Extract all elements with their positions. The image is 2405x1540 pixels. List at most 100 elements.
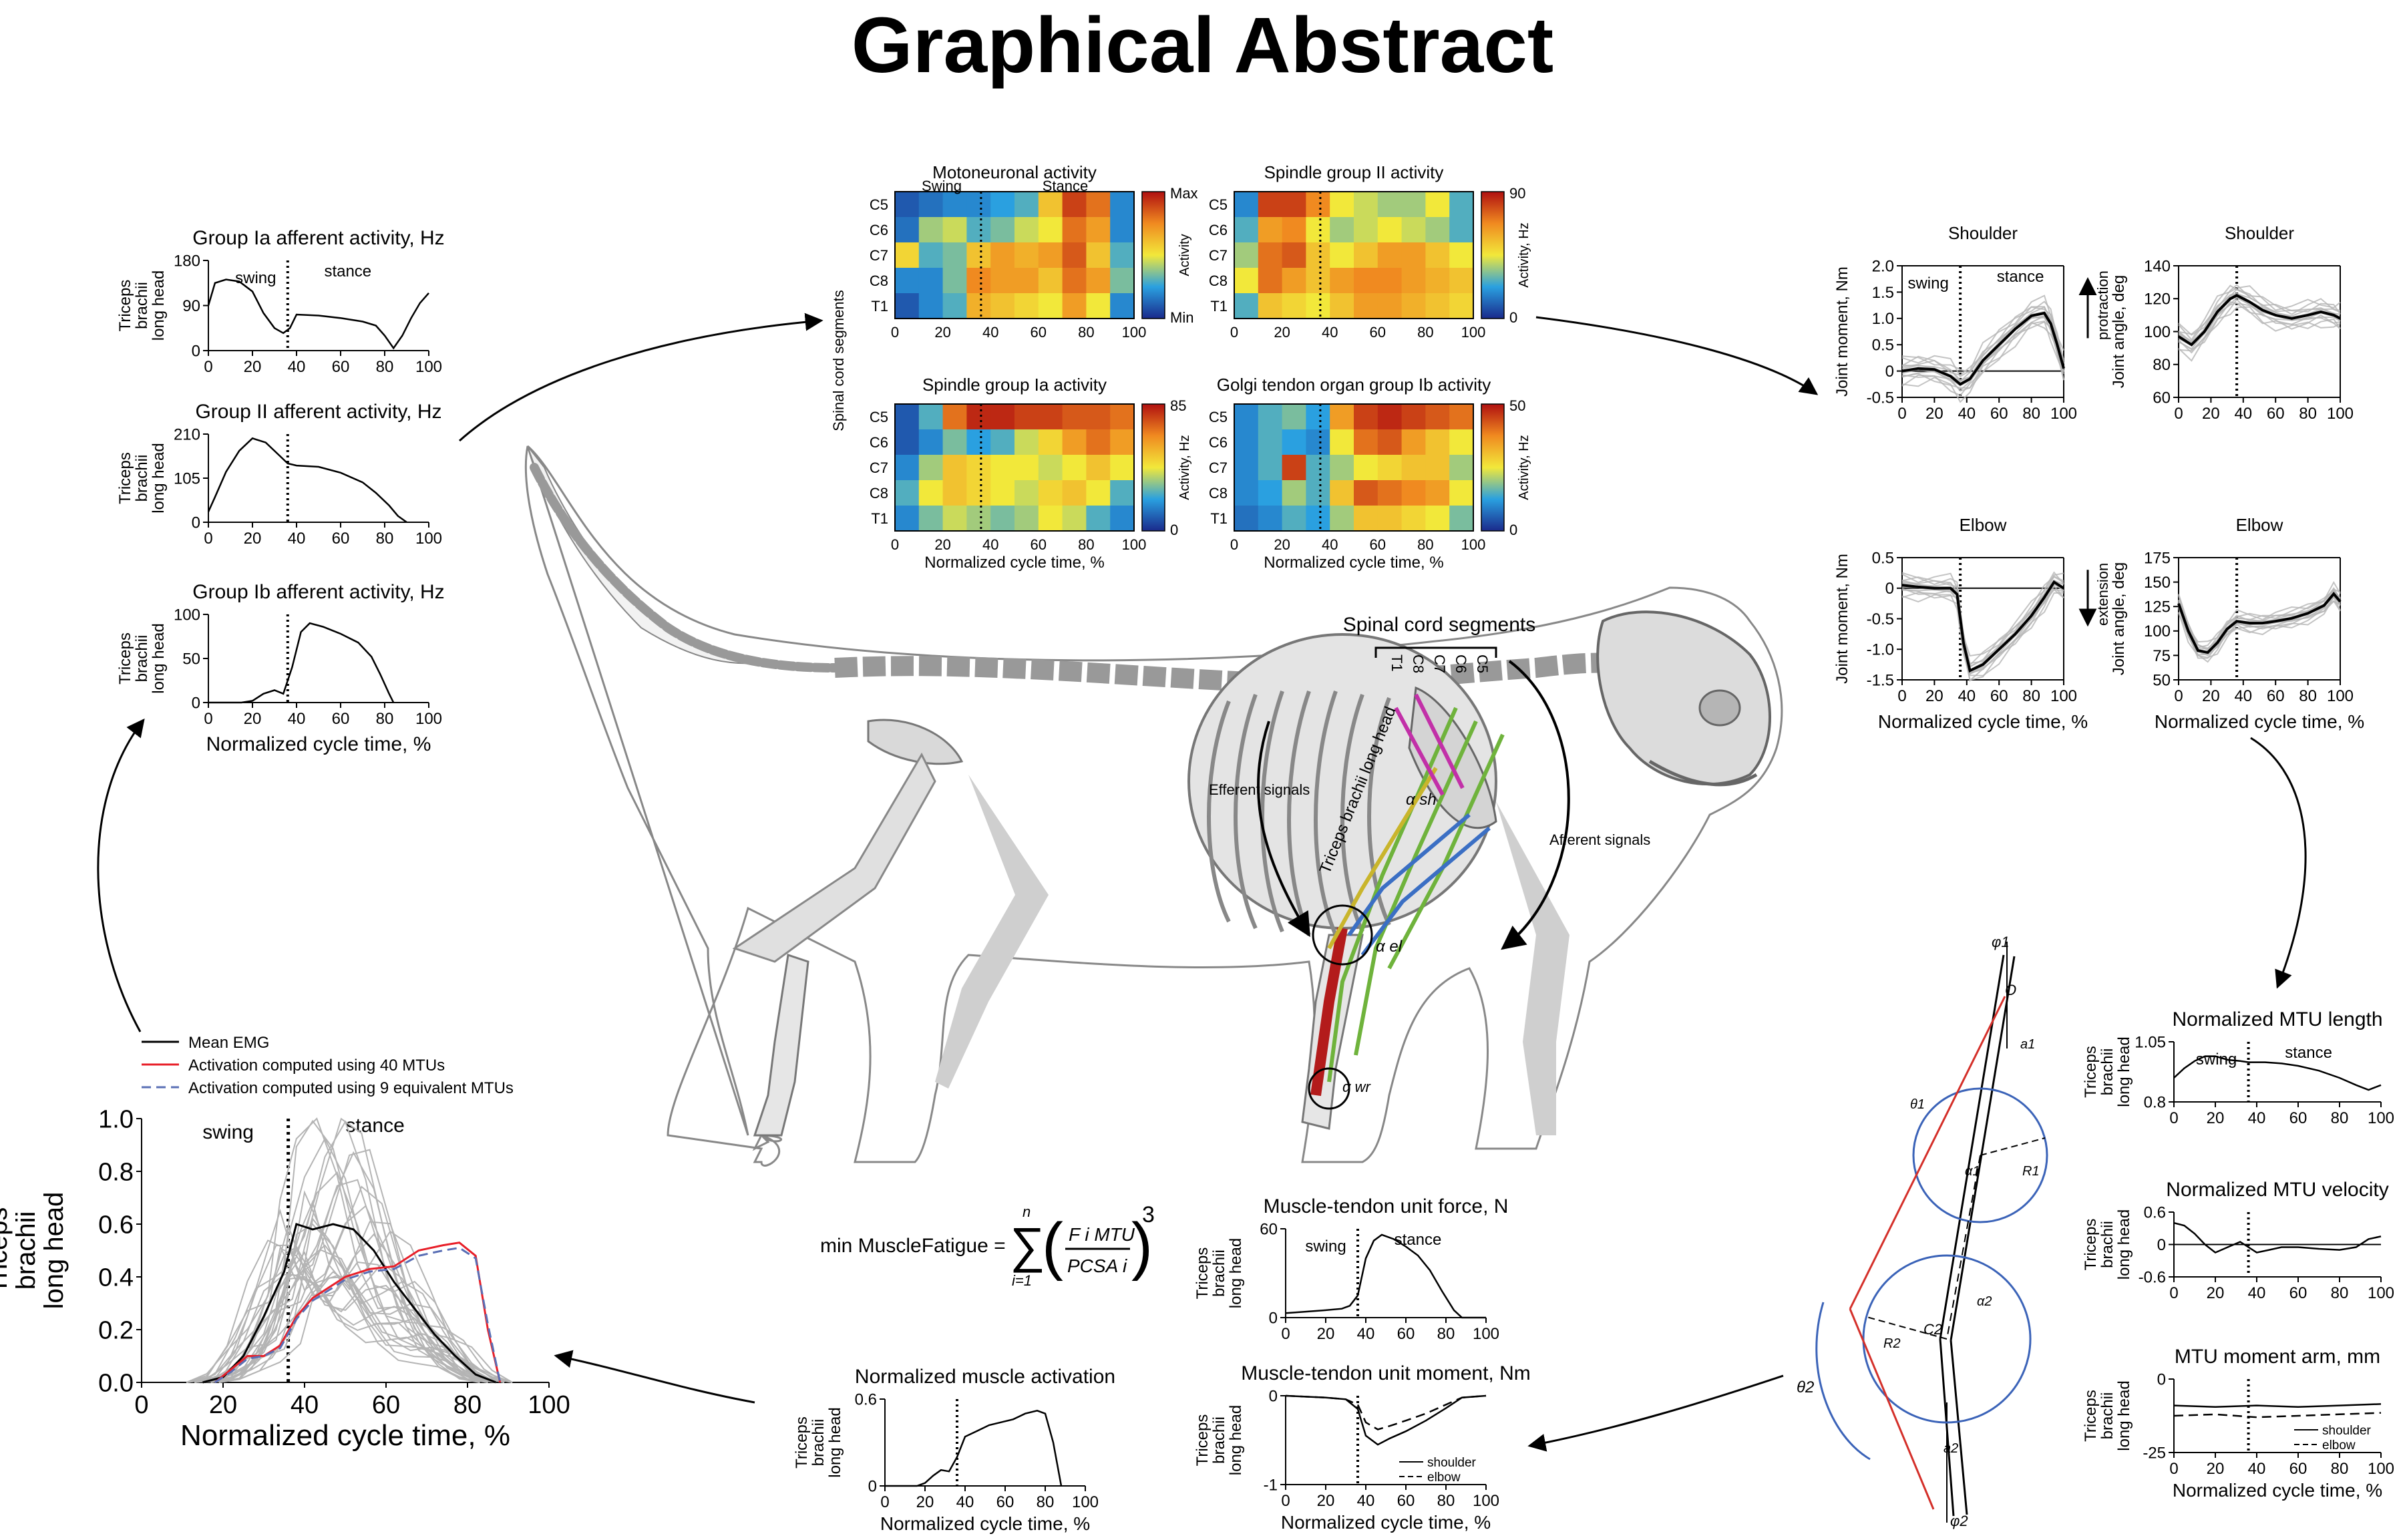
hind-paw-left <box>753 954 809 1137</box>
heat-cell <box>966 192 991 218</box>
y-axis-label-triceps-0: Triceps <box>2082 1390 2100 1442</box>
heat-cell <box>1062 404 1087 430</box>
theta2-arc <box>1815 1302 1871 1461</box>
x-tick-label: 40 <box>288 530 306 548</box>
row-label: C5 <box>1209 196 1228 213</box>
heat-cell <box>1449 506 1474 532</box>
swing-label: swing <box>202 1121 254 1143</box>
x-tick-label: 0 <box>1281 1492 1290 1510</box>
dashed-center-line <box>1946 1155 1981 1340</box>
heat-title: Motoneuronal activity <box>932 162 1097 182</box>
series-line-0 <box>2173 1221 2382 1254</box>
x-tick-label: 80 <box>2331 1460 2349 1478</box>
heat-cell <box>1306 455 1330 481</box>
chart-title: Elbow <box>1960 515 2007 535</box>
x-tick-label: 0 <box>204 530 212 548</box>
heat-cell <box>1377 242 1403 268</box>
heat-cell <box>1306 480 1330 506</box>
heat-cell <box>1038 217 1063 243</box>
charts-layer: 0 90 180 0 20 40 60 80 100 Group Ia afferent acti… <box>0 162 2394 1534</box>
x-tick-label: 20 <box>2207 1109 2225 1127</box>
flow-arrows <box>97 313 2307 1452</box>
heat-cell <box>1234 293 1259 319</box>
x-tick-label: 40 <box>1357 1325 1375 1343</box>
x-tick-label: 100 <box>415 530 442 548</box>
x-tick-label: 20 <box>2202 405 2220 423</box>
seg-label-t1: T1 <box>1389 654 1405 672</box>
x-tick-label: 100 <box>1072 1493 1099 1511</box>
x-tick-label: 40 <box>1322 536 1338 553</box>
trial-line <box>1901 572 2064 657</box>
colorbar-label: Activity <box>1177 234 1192 276</box>
heat-cell <box>1086 480 1111 506</box>
chart-title: Normalized MTU length <box>2172 1008 2382 1030</box>
x-tick-label: 80 <box>1437 1325 1455 1343</box>
heat-cell <box>1258 429 1283 455</box>
heat-cell <box>1354 455 1378 481</box>
alpha-sh-label: α sh <box>1406 791 1437 809</box>
heat-cell <box>1062 268 1087 294</box>
heat-cell <box>1258 404 1283 430</box>
heat-cell <box>1062 506 1087 532</box>
heat-cell <box>1062 242 1087 268</box>
y-axis-label-triceps-2: long head <box>1227 1405 1245 1475</box>
x-tick-label: 60 <box>1370 536 1386 553</box>
x-tick-label: 60 <box>332 358 350 376</box>
x-tick-label: 0 <box>891 536 899 553</box>
y-tick-label: 210 <box>174 425 200 443</box>
heat-cell <box>1282 242 1306 268</box>
row-label: C5 <box>870 196 888 213</box>
paren-left: ( <box>1042 1210 1063 1282</box>
chart-title: Shoulder <box>1948 223 2018 243</box>
series-line-0 <box>207 437 407 524</box>
y-tick-label: 105 <box>174 469 200 488</box>
heat-cell <box>895 242 920 268</box>
x-axis-label: Normalized cycle time, % <box>180 1419 510 1452</box>
geo-alpha2: α2 <box>1977 1294 1992 1309</box>
y-tick-label: 60 <box>1260 1220 1278 1238</box>
geo-alpha1: α1 <box>1965 1164 1980 1179</box>
chart-sh_a: 60 80 100 120 140 0 20 40 60 80 100 Shoulder Joint a… <box>2110 223 2354 423</box>
y-tick-label: 100 <box>174 606 200 624</box>
y-axis-label-triceps-1: brachii <box>133 282 151 329</box>
y-tick-label: -1.0 <box>1867 641 1894 659</box>
heat-cell <box>1110 268 1135 294</box>
heat-cell <box>966 404 991 430</box>
x-tick-label: 20 <box>934 324 950 341</box>
x-tick-label: 80 <box>1417 324 1433 341</box>
chart-title: Group II afferent activity, Hz <box>195 401 441 423</box>
row-label: T1 <box>871 510 888 527</box>
heat-cell <box>1282 506 1306 532</box>
heat-frame <box>894 403 1135 532</box>
y-tick-label: -0.6 <box>2139 1268 2166 1286</box>
heat-cell <box>1306 293 1330 319</box>
heat-cell <box>1062 455 1087 481</box>
heat-cell <box>1425 268 1450 294</box>
emg-trial-line <box>194 1276 488 1383</box>
heat-cell <box>942 455 967 481</box>
chart-title: Muscle-tendon unit force, N <box>1264 1195 1509 1217</box>
dashed-radius-2 <box>1866 1316 1948 1340</box>
muscle-path-red <box>1849 996 2006 1310</box>
heat-ylabel: Spinal cord segments <box>830 290 847 431</box>
seg-label-c8: C8 <box>1410 654 1427 673</box>
heat-cell <box>1449 480 1474 506</box>
heat-cell <box>1282 192 1306 218</box>
x-tick-label: 0 <box>2169 1109 2178 1127</box>
x-tick-label: 20 <box>209 1391 237 1419</box>
series-line-0 <box>207 278 429 350</box>
heat-cell <box>1330 429 1354 455</box>
x-tick-label: 40 <box>288 710 306 728</box>
chart-mtu_len: 0.8 1.05 0 20 40 60 80 100 Normalized MTU length… <box>2082 1008 2394 1127</box>
x-tick-label: 60 <box>2289 1109 2307 1127</box>
y-axis-label-triceps-1: brachii <box>2098 1048 2116 1096</box>
heat-cell <box>1330 242 1354 268</box>
heat-cell <box>1282 455 1306 481</box>
row-label: T1 <box>1210 298 1228 315</box>
x-tick-label: 20 <box>2207 1460 2225 1478</box>
bone-upper-line-b <box>1950 956 2016 1341</box>
y-tick-label: 0 <box>1269 1309 1278 1327</box>
formula-denominator: PCSA i <box>1067 1256 1127 1276</box>
spinal-cord-title: Spinal cord segments <box>1343 614 1536 636</box>
heat-cell <box>1234 455 1259 481</box>
